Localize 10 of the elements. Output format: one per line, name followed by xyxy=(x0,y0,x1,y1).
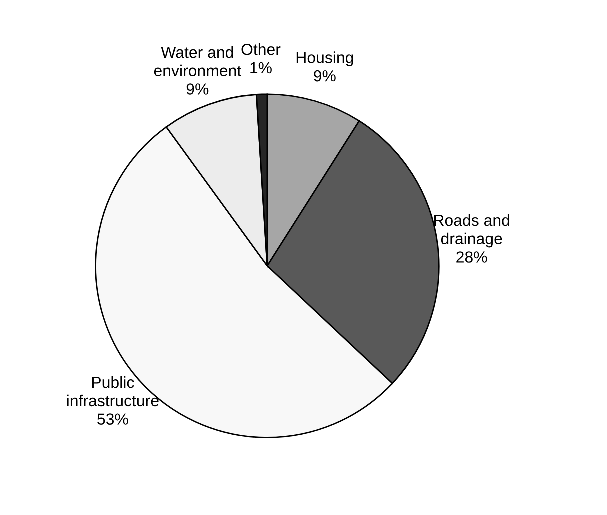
data-label: 9% xyxy=(314,70,336,82)
slice-label: Water and environment xyxy=(154,46,242,77)
data-label: 28% xyxy=(456,252,488,263)
slice-label: Other xyxy=(242,44,281,56)
data-label: 1% xyxy=(250,62,272,74)
data-label: 9% xyxy=(186,84,209,95)
data-label: 53% xyxy=(98,414,128,425)
slice-label: Housing xyxy=(296,52,354,67)
slice-label: Public infrastructure xyxy=(67,376,159,407)
slice-label: Roads and drainage xyxy=(434,214,510,248)
